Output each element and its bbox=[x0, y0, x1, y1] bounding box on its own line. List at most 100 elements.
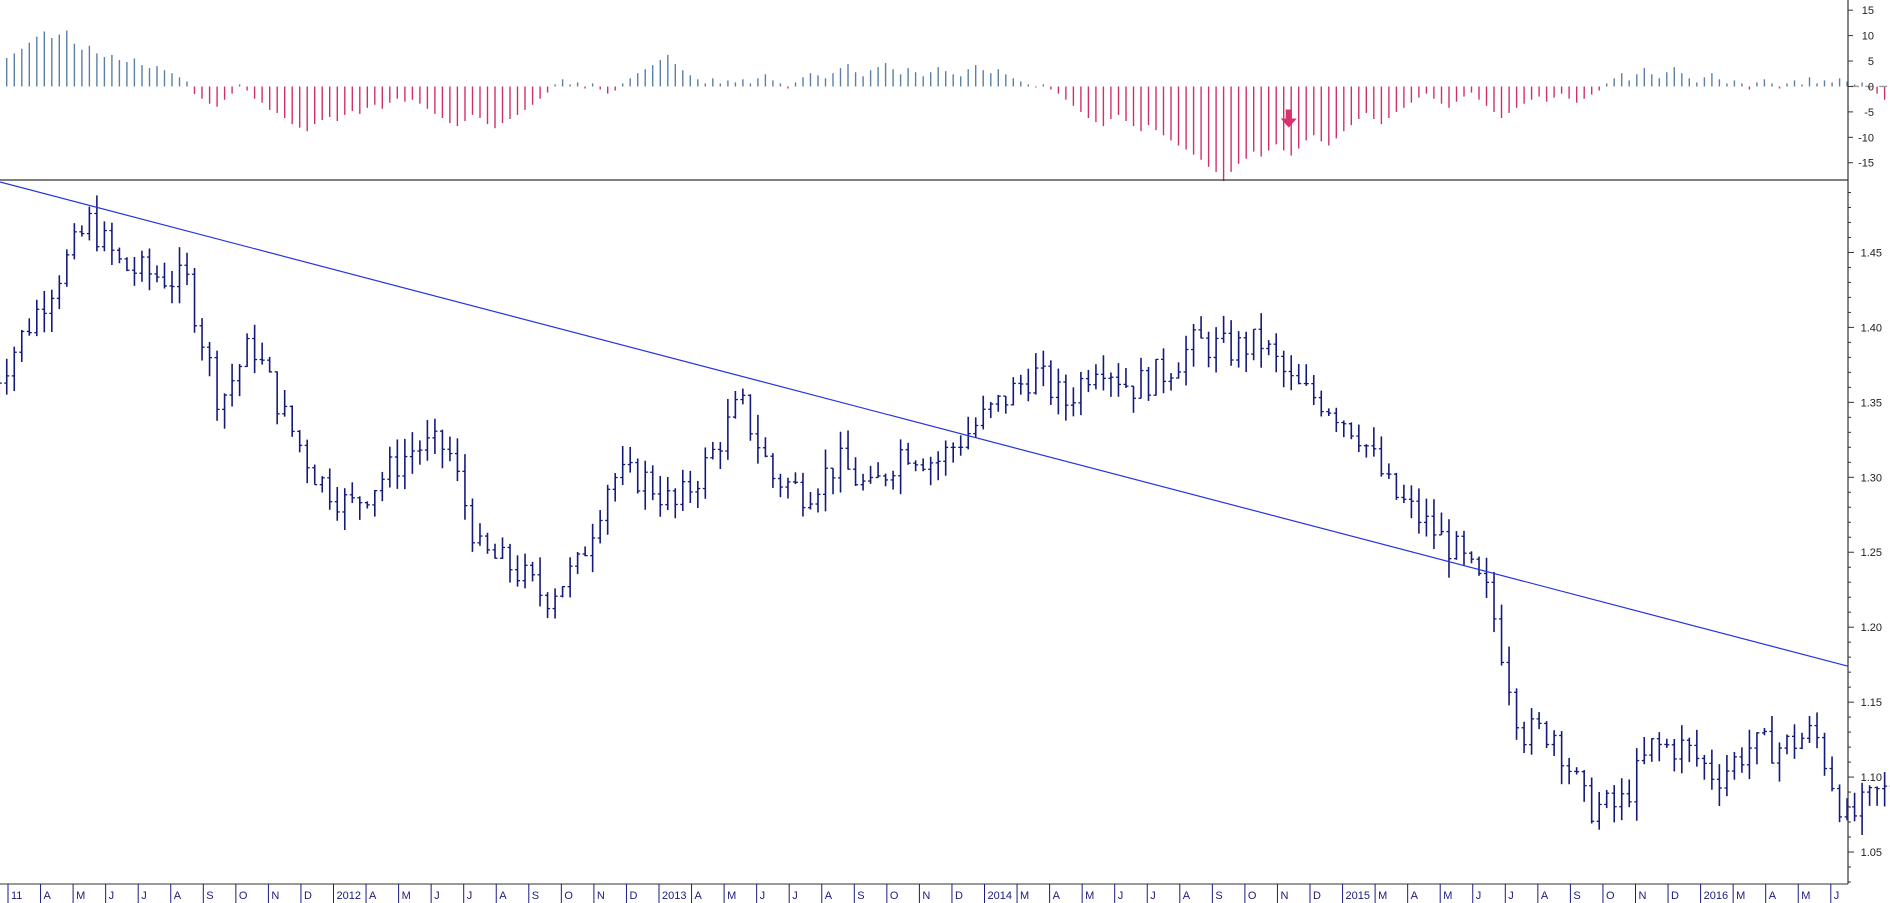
price-bar bbox=[545, 592, 551, 619]
price-bar bbox=[530, 561, 536, 582]
price-bar bbox=[1288, 355, 1294, 391]
price-bar bbox=[627, 446, 633, 473]
price-bar bbox=[1656, 732, 1662, 762]
price-bar bbox=[379, 471, 385, 502]
price-bar bbox=[1191, 323, 1197, 367]
y-tick-label: 1.40 bbox=[1861, 322, 1882, 334]
price-bar bbox=[492, 543, 498, 559]
y-tick-label: 1.15 bbox=[1861, 697, 1882, 709]
price-bar bbox=[304, 439, 310, 484]
price-bar bbox=[1085, 369, 1091, 393]
price-bar bbox=[1183, 335, 1189, 386]
month-label: M bbox=[1378, 890, 1387, 902]
price-bar bbox=[815, 488, 821, 513]
price-bar bbox=[1761, 727, 1767, 736]
price-bar bbox=[1822, 732, 1828, 776]
month-label: A bbox=[44, 890, 52, 902]
month-label: A bbox=[499, 890, 507, 902]
price-bar bbox=[537, 557, 543, 607]
price-bar bbox=[575, 551, 581, 575]
price-bar bbox=[875, 462, 881, 479]
price-bar bbox=[71, 223, 77, 260]
price-bar bbox=[1461, 530, 1467, 567]
price-bar bbox=[1544, 721, 1550, 749]
month-label: M bbox=[1020, 890, 1029, 902]
price-bar bbox=[807, 491, 813, 510]
month-label: 2015 bbox=[1346, 890, 1370, 902]
price-bar bbox=[26, 318, 32, 336]
price-bar bbox=[1784, 734, 1790, 755]
price-bar bbox=[913, 460, 919, 472]
y-tick-label: 1.20 bbox=[1861, 622, 1882, 634]
month-label: A bbox=[1411, 890, 1419, 902]
month-label: 2013 bbox=[662, 890, 686, 902]
month-label: D bbox=[1313, 890, 1321, 902]
price-bar bbox=[935, 451, 941, 481]
price-bar bbox=[252, 324, 258, 374]
price-bar bbox=[222, 393, 228, 429]
price-bar bbox=[1408, 485, 1414, 519]
price-bar bbox=[1649, 738, 1655, 762]
month-label: J bbox=[434, 890, 440, 902]
price-bar bbox=[1776, 742, 1782, 782]
month-label: J bbox=[109, 890, 115, 902]
price-bar bbox=[1499, 604, 1505, 666]
price-bar bbox=[1581, 770, 1587, 802]
price-bar bbox=[860, 473, 866, 491]
month-label: A bbox=[1769, 890, 1777, 902]
price-bar bbox=[1273, 333, 1279, 373]
price-bar bbox=[988, 402, 994, 419]
price-bar bbox=[1709, 749, 1715, 790]
price-bar bbox=[1484, 557, 1490, 598]
price-bar bbox=[101, 221, 107, 252]
price-bar bbox=[289, 405, 295, 437]
y-tick-label: 1.10 bbox=[1861, 772, 1882, 784]
trendline-long-term-resistance bbox=[0, 181, 1849, 667]
price-bar bbox=[1093, 364, 1099, 390]
price-bar bbox=[500, 537, 506, 559]
price-bar bbox=[1619, 778, 1625, 821]
month-label: J bbox=[467, 890, 473, 902]
price-bar bbox=[1161, 348, 1167, 394]
month-label: A bbox=[174, 890, 182, 902]
month-label: J bbox=[1834, 890, 1840, 902]
price-bar bbox=[710, 441, 716, 460]
price-bar bbox=[169, 270, 175, 304]
price-bar bbox=[950, 442, 956, 463]
price-bar bbox=[740, 388, 746, 405]
price-bar bbox=[1130, 385, 1136, 413]
price-bar bbox=[507, 543, 513, 583]
month-label: N bbox=[922, 890, 930, 902]
month-label: O bbox=[1248, 890, 1257, 902]
price-bar bbox=[695, 480, 701, 509]
price-bar bbox=[1859, 782, 1865, 836]
price-bar bbox=[1221, 315, 1227, 343]
y-tick-label: 1.45 bbox=[1861, 247, 1882, 259]
price-bar bbox=[1694, 729, 1700, 767]
price-bar bbox=[1529, 708, 1535, 755]
price-bar bbox=[394, 439, 400, 489]
price-bar bbox=[259, 342, 265, 365]
price-bar bbox=[1559, 731, 1565, 785]
price-bar bbox=[958, 435, 964, 456]
oscillator-panel bbox=[5, 30, 1890, 182]
price-bar bbox=[1446, 519, 1452, 578]
month-label: N bbox=[1639, 890, 1647, 902]
price-bar bbox=[327, 468, 333, 510]
price-bar bbox=[214, 350, 220, 421]
osc-tick-label: 5 bbox=[1868, 56, 1874, 68]
price-bar bbox=[1551, 730, 1557, 757]
price-axis: 1.45 1.40 1.35 1.30 1.25 1.20 1.15 1.10 1.05 bbox=[1847, 0, 1882, 884]
price-bar bbox=[1671, 739, 1677, 772]
osc-tick-label: 10 bbox=[1862, 31, 1874, 43]
price-bar bbox=[823, 449, 829, 512]
month-label: 2016 bbox=[1704, 890, 1728, 902]
price-bar bbox=[1025, 368, 1031, 402]
price-bar bbox=[792, 472, 798, 485]
price-bar bbox=[1040, 350, 1046, 387]
month-label: J bbox=[792, 890, 798, 902]
price-bar bbox=[1596, 791, 1602, 830]
price-bar bbox=[1476, 556, 1482, 576]
price-bar bbox=[64, 249, 70, 287]
price-bar bbox=[19, 329, 25, 362]
